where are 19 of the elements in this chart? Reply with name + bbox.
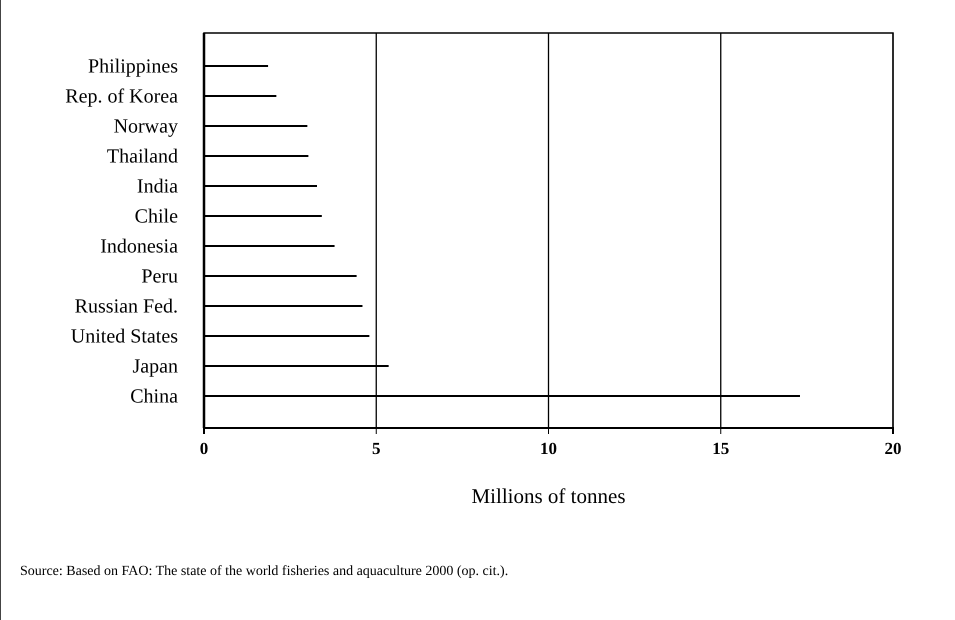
y-tick-label: Norway (114, 115, 178, 138)
x-tick-label: 20 (884, 439, 902, 458)
x-tick-label: 10 (540, 439, 557, 458)
y-tick-label: Chile (134, 205, 178, 228)
y-tick-label: Peru (141, 265, 178, 288)
x-tick-label: 0 (200, 439, 208, 458)
y-tick-label: Indonesia (100, 235, 178, 258)
y-tick-label: India (136, 175, 178, 198)
source-note: Source: Based on FAO: The state of the world fisheries and aquaculture 2000 (op. cit.). (20, 564, 508, 579)
x-tick-label: 5 (372, 439, 380, 458)
x-tick-label: 15 (712, 439, 730, 458)
y-tick-label: Philippines (88, 55, 178, 78)
y-tick-label: Russian Fed. (74, 295, 178, 318)
y-tick-label: United States (70, 325, 178, 348)
y-tick-label: Japan (132, 355, 178, 378)
x-axis-title: Millions of tonnes (471, 484, 626, 508)
y-tick-label: Thailand (106, 145, 178, 168)
y-tick-label: Rep. of Korea (65, 85, 178, 108)
y-tick-label: China (130, 385, 178, 408)
